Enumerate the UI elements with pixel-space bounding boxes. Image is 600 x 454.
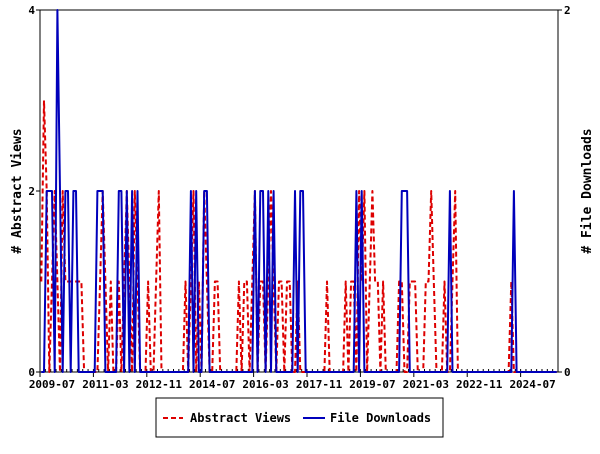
y-left-tick-label: 2	[28, 185, 35, 198]
x-tick-label: 2019-07	[349, 378, 395, 391]
y-right-tick-label: 0	[564, 366, 571, 379]
x-tick-label: 2017-11	[296, 378, 343, 391]
y-right-tick-label: 2	[564, 4, 571, 17]
x-tick-label: 2014-07	[189, 378, 235, 391]
file-downloads-line	[41, 10, 556, 372]
y-left-tick-label: 0	[28, 366, 35, 379]
y-left-tick-label: 4	[28, 4, 35, 17]
legend-label-file-downloads: File Downloads	[330, 411, 431, 425]
x-tick-label: 2011-03	[82, 378, 128, 391]
legend-label-abstract-views: Abstract Views	[190, 411, 291, 425]
x-tick-label: 2022-11	[456, 378, 503, 391]
x-tick-label: 2021-03	[403, 378, 449, 391]
y-axis-right-title: # File Downloads	[580, 128, 595, 253]
x-tick-label: 2009-07	[29, 378, 75, 391]
x-tick-label: 2016-03	[242, 378, 288, 391]
y-axis-left-title: # Abstract Views	[10, 128, 25, 253]
x-tick-label: 2012-11	[136, 378, 183, 391]
x-tick-label: 2024-07	[509, 378, 555, 391]
